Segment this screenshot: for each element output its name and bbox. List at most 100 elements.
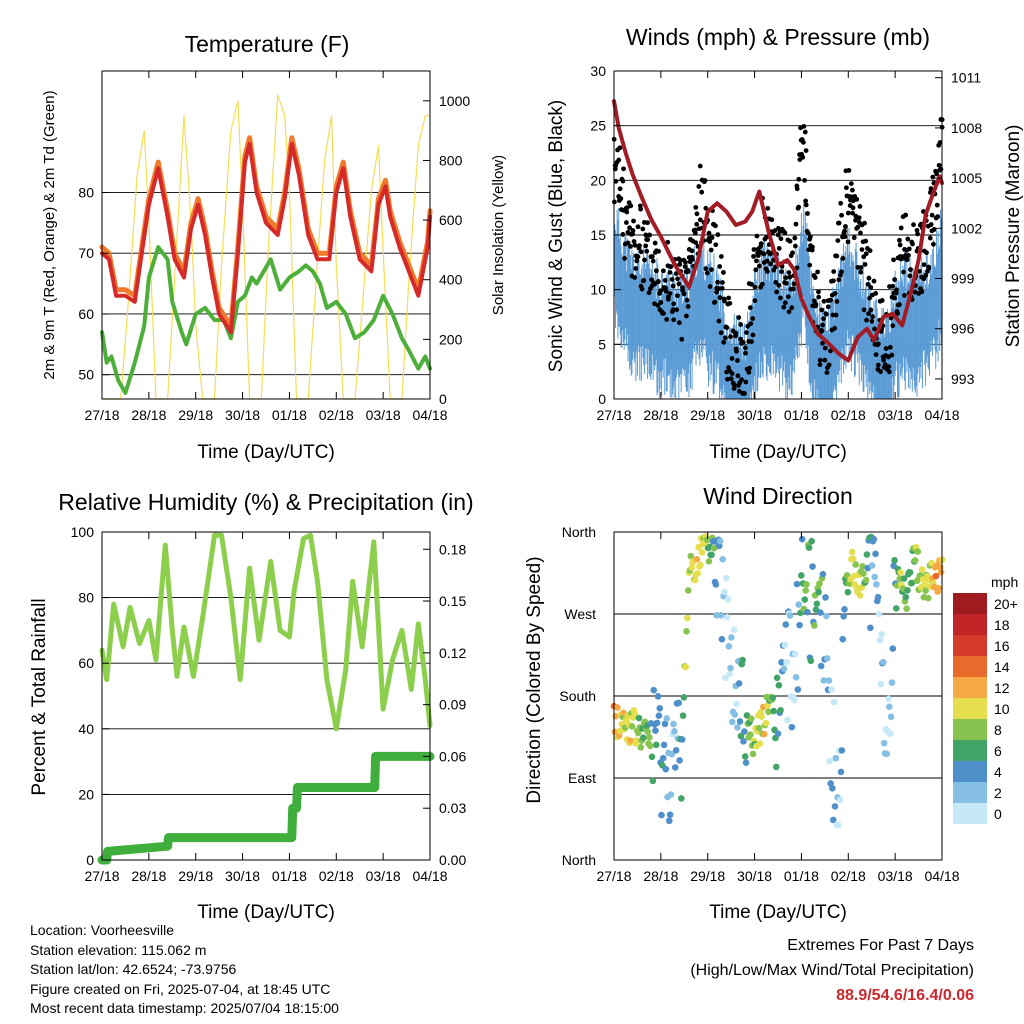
direction-point: [758, 713, 765, 720]
gust-point: [630, 228, 636, 233]
direction-point: [747, 715, 755, 722]
y-tick-label: 60: [78, 306, 94, 322]
gust-point: [664, 316, 670, 322]
gust-point: [778, 295, 783, 301]
direction-point: [646, 742, 654, 750]
x-tick-label: 03/18: [366, 868, 401, 884]
direction-point: [841, 606, 848, 613]
y-tick-label: 400: [439, 272, 463, 288]
gust-point: [867, 248, 873, 254]
direction-point: [794, 686, 802, 693]
gust-point: [728, 376, 734, 382]
gust-point: [644, 248, 650, 254]
direction-point: [660, 741, 668, 749]
gust-point: [823, 311, 829, 317]
gust-point: [817, 362, 823, 367]
x-tick-label: 02/18: [319, 407, 354, 423]
direction-point: [877, 680, 885, 688]
gust-point: [868, 285, 874, 290]
direction-tick-label: South: [559, 688, 596, 704]
gust-point: [643, 243, 649, 249]
direction-point: [772, 763, 780, 771]
gust-point: [674, 307, 680, 313]
y-tick-label: 60: [78, 655, 94, 671]
direction-point: [649, 777, 657, 785]
winds-ticks: 27/18 28/18 29/18 30/18 01/18 02/18 03/18 04/18…: [590, 63, 982, 423]
legend-label: 10: [994, 701, 1010, 717]
gust-point: [906, 252, 911, 258]
gust-point: [816, 294, 822, 300]
direction-point: [817, 662, 825, 670]
y-tick-label: 50: [78, 367, 94, 383]
direction-tick-label: North: [562, 524, 596, 540]
y-tick-label: 20: [78, 786, 94, 802]
gust-point: [800, 154, 806, 160]
gust-point: [890, 323, 896, 329]
gust-point: [639, 286, 645, 292]
gust-point: [645, 220, 650, 226]
gust-point: [675, 276, 681, 282]
direction-point: [823, 612, 830, 620]
gust-point: [671, 301, 677, 307]
gust-point: [738, 336, 743, 342]
gust-point: [768, 261, 774, 267]
gust-point: [817, 357, 823, 363]
x-tick-label: 04/18: [924, 868, 959, 884]
direction-point: [774, 730, 782, 737]
gust-point: [787, 274, 793, 280]
direction-point: [798, 572, 805, 579]
gust-point: [658, 300, 664, 305]
y-tick-label: 1005: [951, 170, 982, 186]
gust-point: [905, 236, 911, 242]
gust-point: [727, 300, 733, 306]
direction-point: [719, 556, 727, 563]
gust-point: [836, 220, 842, 226]
gust-point: [826, 362, 832, 368]
gust-point: [848, 194, 854, 200]
gust-point: [782, 300, 788, 306]
direction-point: [770, 707, 777, 715]
temperature-xlabel: Time (Day/UTC): [197, 442, 335, 463]
gust-point: [831, 269, 837, 274]
x-tick-label: 30/18: [225, 868, 260, 884]
gust-point: [712, 300, 717, 305]
direction-point: [815, 588, 822, 596]
gust-point: [708, 247, 714, 253]
gust-point: [776, 282, 782, 288]
direction-point: [755, 724, 763, 732]
gust-point: [658, 288, 663, 294]
y-tick-label: 0.06: [439, 748, 466, 764]
gust-point: [862, 262, 868, 267]
direction-point: [773, 674, 781, 682]
direction-point: [667, 791, 675, 798]
gust-point: [631, 218, 636, 224]
x-tick-label: 02/18: [831, 407, 866, 423]
extremes-title: Extremes For Past 7 Days: [787, 937, 974, 954]
direction-point: [871, 573, 878, 581]
gust-point: [882, 362, 888, 368]
gust-point: [787, 238, 793, 244]
gust-point: [739, 377, 744, 383]
legend-swatch: [953, 719, 987, 740]
direction-point: [640, 734, 647, 741]
direction-point: [734, 724, 741, 731]
gust-point: [802, 177, 807, 183]
direction-point: [836, 796, 844, 804]
direction-point: [733, 700, 740, 708]
gust-point: [724, 325, 730, 330]
x-tick-label: 02/18: [831, 868, 866, 884]
gust-point: [721, 339, 727, 345]
gust-point: [824, 370, 830, 376]
y-tick-label: 993: [951, 371, 975, 387]
gust-point: [640, 278, 646, 284]
gust-point: [792, 235, 798, 241]
direction-point: [663, 715, 670, 722]
gust-point: [792, 243, 798, 249]
gust-point: [793, 221, 799, 227]
gust-point: [796, 176, 802, 182]
direction-point: [831, 803, 839, 810]
gust-point: [616, 157, 622, 163]
gust-point: [749, 281, 754, 287]
direction-point: [859, 563, 866, 570]
gust-point: [819, 307, 825, 313]
